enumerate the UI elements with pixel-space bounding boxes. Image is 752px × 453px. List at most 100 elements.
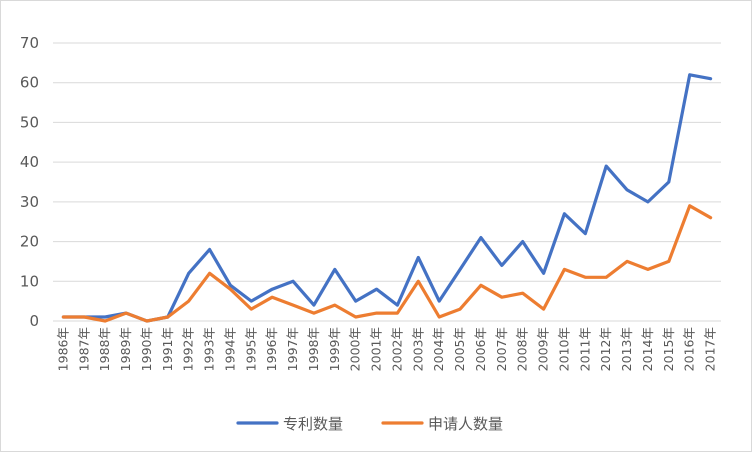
data-point	[333, 268, 337, 271]
data-point	[145, 319, 149, 323]
x-tick-label: 2005年	[452, 327, 467, 371]
data-point	[291, 280, 295, 283]
x-axis-ticks: 1986年 1987年 1988年 1989年 1990年 1991年 1992年 1993年…	[55, 327, 717, 371]
data-point	[208, 248, 211, 251]
x-tick-label: 2016年	[682, 327, 697, 371]
x-tick-label: 2008年	[515, 327, 530, 371]
y-tick-label: 50	[20, 113, 39, 131]
x-tick-label: 2004年	[431, 327, 446, 371]
x-tick-label: 2012年	[598, 327, 613, 371]
legend: 专利数量 申请人数量	[236, 415, 503, 433]
data-point	[667, 180, 671, 184]
data-point	[208, 272, 211, 275]
data-point	[62, 315, 65, 319]
data-point	[584, 232, 587, 235]
x-tick-label: 2010年	[556, 327, 571, 371]
x-tick-label: 1996年	[264, 327, 279, 371]
x-tick-label: 2015年	[661, 327, 676, 371]
y-tick-label: 10	[20, 272, 39, 290]
data-point	[458, 268, 462, 271]
x-tick-label: 1993年	[202, 327, 217, 371]
x-tick-label: 2006年	[473, 327, 488, 371]
data-point	[291, 303, 295, 307]
data-point	[437, 315, 441, 319]
data-point	[500, 295, 504, 299]
x-tick-label: 1988年	[97, 327, 112, 371]
data-point	[312, 303, 316, 307]
x-tick-label: 2017年	[703, 327, 718, 371]
x-tick-label: 1991年	[160, 327, 175, 371]
legend-label-0: 专利数量	[283, 415, 343, 433]
data-point	[354, 299, 357, 303]
data-point	[521, 292, 524, 295]
x-tick-label: 2003年	[410, 327, 425, 371]
data-point	[229, 288, 232, 291]
x-tick-label: 1995年	[243, 327, 258, 371]
data-point	[709, 77, 712, 80]
series-lines	[61, 73, 713, 323]
data-point	[667, 260, 671, 263]
data-point	[417, 280, 420, 283]
x-tick-label: 1999年	[327, 327, 342, 371]
data-point	[103, 315, 107, 319]
data-point	[458, 307, 462, 311]
x-tick-label: 2013年	[619, 327, 634, 371]
data-point	[563, 268, 566, 271]
x-tick-label: 1997年	[285, 327, 300, 371]
data-point	[625, 260, 629, 263]
data-point	[270, 295, 274, 299]
data-point	[542, 307, 545, 311]
x-tick-label: 1998年	[306, 327, 321, 371]
data-point	[417, 256, 420, 259]
data-point	[604, 276, 608, 279]
data-point	[166, 315, 170, 319]
y-tick-label: 0	[29, 312, 39, 330]
data-point	[124, 311, 128, 315]
data-point	[187, 299, 190, 303]
x-tick-label: 2014年	[640, 327, 655, 371]
data-point	[187, 272, 190, 275]
x-tick-label: 2001年	[369, 327, 384, 371]
data-point	[396, 303, 399, 307]
data-point	[479, 284, 483, 287]
legend-label-1: 申请人数量	[428, 415, 503, 433]
series-line-0	[61, 73, 713, 323]
x-tick-label: 2011年	[577, 327, 592, 371]
data-point	[500, 264, 504, 267]
data-point	[250, 307, 253, 311]
series-line-1	[61, 204, 713, 323]
x-tick-label: 1987年	[76, 327, 91, 371]
data-point	[312, 311, 316, 315]
y-tick-label: 30	[20, 193, 39, 211]
x-tick-label: 1989年	[118, 327, 133, 371]
data-point	[250, 299, 253, 303]
data-point	[563, 212, 566, 215]
data-point	[625, 188, 629, 192]
data-point	[688, 73, 691, 76]
data-point	[479, 236, 483, 239]
data-point	[229, 284, 232, 287]
data-point	[103, 319, 107, 323]
data-point	[584, 276, 587, 279]
data-point	[604, 164, 608, 168]
x-tick-label: 2009年	[536, 327, 551, 371]
data-point	[437, 299, 441, 303]
x-tick-label: 1990年	[139, 327, 154, 371]
x-tick-label: 1992年	[181, 327, 196, 371]
y-tick-label: 40	[20, 153, 39, 171]
y-axis-ticks: 0 10 20 30 40 50 60 70	[20, 34, 39, 330]
data-point	[646, 200, 650, 204]
data-point	[709, 216, 712, 219]
data-point	[354, 315, 357, 319]
data-point	[688, 204, 691, 208]
data-point	[333, 303, 337, 307]
x-tick-label: 2000年	[348, 327, 363, 371]
y-tick-label: 70	[20, 34, 39, 52]
y-tick-label: 20	[20, 233, 39, 251]
data-point	[646, 268, 650, 271]
data-point	[521, 240, 524, 243]
x-tick-label: 1986年	[55, 327, 70, 371]
x-tick-label: 2007年	[494, 327, 509, 371]
